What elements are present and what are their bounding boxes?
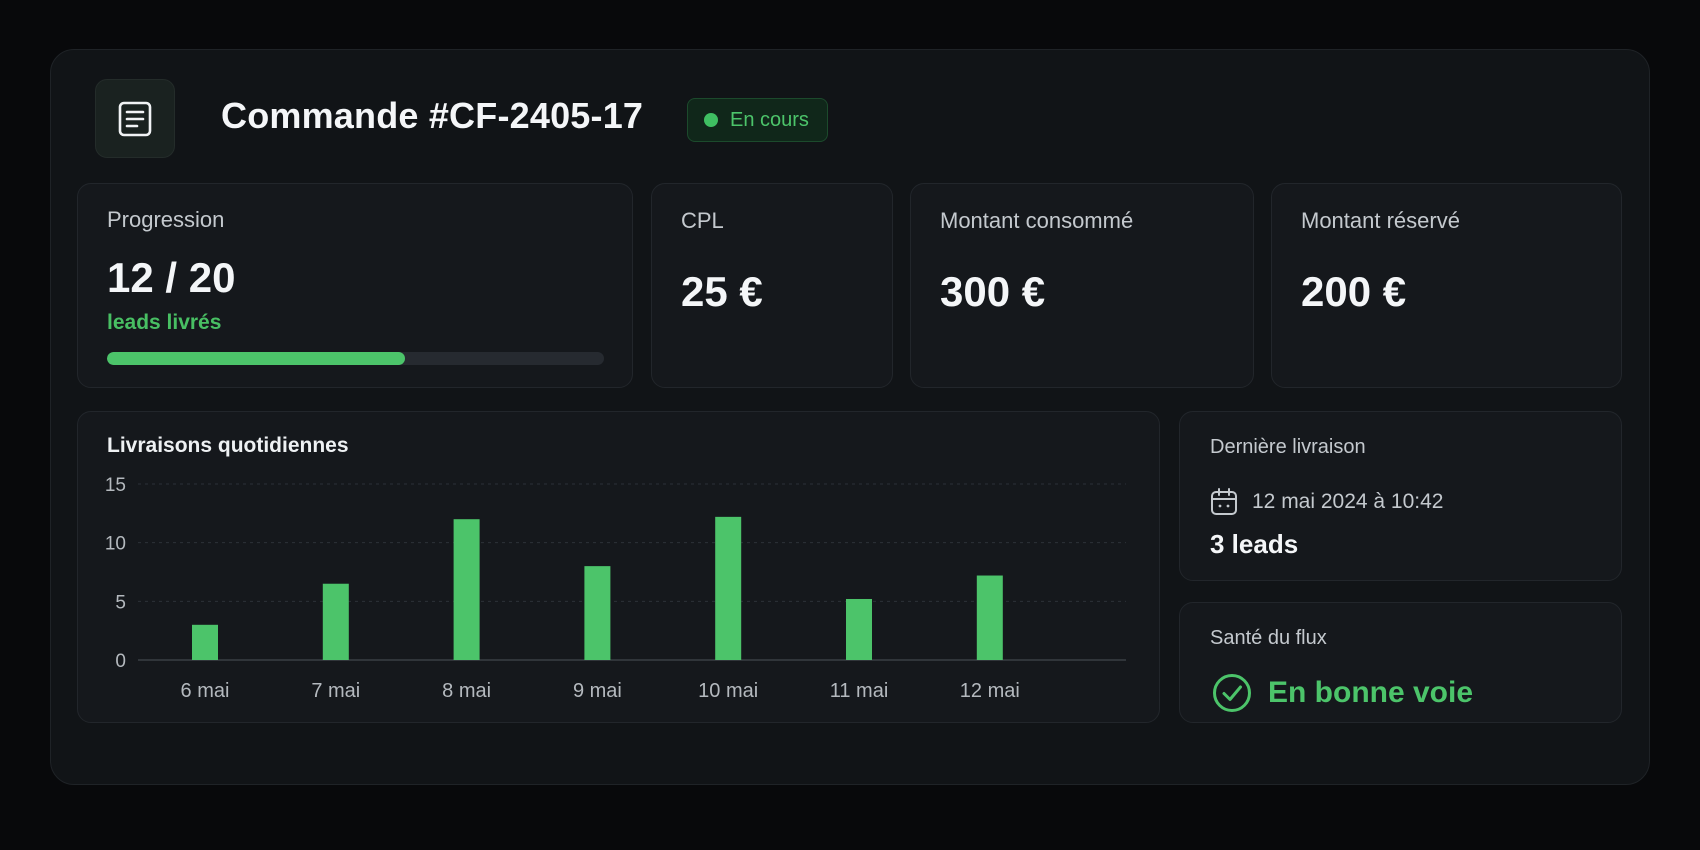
bar <box>322 583 349 660</box>
x-tick-label: 10 mai <box>698 680 758 702</box>
page-title: Commande #CF-2405-17 <box>221 95 644 136</box>
status-badge-label: En cours <box>730 108 809 131</box>
cpl-label: CPL <box>681 208 724 233</box>
x-tick-label: 9 mai <box>573 680 622 702</box>
x-tick-label: 8 mai <box>442 680 491 702</box>
x-tick-label: 7 mai <box>311 680 360 702</box>
consumed-amount-card: Montant consommé 300 € <box>910 183 1254 388</box>
status-badge: En cours <box>687 98 828 142</box>
bar <box>453 519 480 660</box>
consumed-amount-value: 300 € <box>940 268 1046 315</box>
y-tick-label: 15 <box>105 475 126 496</box>
bar <box>584 566 611 660</box>
bar <box>976 575 1003 660</box>
bar <box>192 624 218 660</box>
bar <box>715 516 742 660</box>
calendar-icon <box>1211 488 1237 515</box>
flow-health-status: En bonne voie <box>1268 676 1474 709</box>
y-tick-label: 0 <box>115 651 126 672</box>
progress-bar-fill <box>107 352 406 365</box>
bar <box>846 598 872 660</box>
progression-label: Progression <box>107 207 225 232</box>
document-list-icon <box>95 79 175 158</box>
order-panel: Commande #CF-2405-17 En cours Progressio… <box>50 49 1650 785</box>
x-tick-label: 11 mai <box>830 680 889 702</box>
progression-card: Progression 12 / 20 leads livrés <box>77 183 633 388</box>
last-delivery-label: Dernière livraison <box>1210 436 1366 458</box>
status-dot-icon <box>704 113 718 127</box>
progress-bar <box>107 352 604 365</box>
last-delivery-card: Dernière livraison 12 mai 2024 à 10:42 3… <box>1179 411 1622 581</box>
last-delivery-leads: 3 leads <box>1210 529 1299 559</box>
cpl-card: CPL 25 € <box>651 183 893 388</box>
y-tick-label: 5 <box>115 592 126 613</box>
reserved-amount-value: 200 € <box>1301 268 1407 315</box>
chart-title: Livraisons quotidiennes <box>107 434 349 457</box>
check-circle-icon <box>1213 674 1251 712</box>
bar-chart: 0 5 10 15 6 mai 7 mai 8 mai 9 mai 10 mai 11 mai 12… <box>105 475 1126 702</box>
progression-sub: leads livrés <box>107 311 222 334</box>
daily-deliveries-chart: Livraisons quotidiennes 0 5 10 15 6 mai 7 mai… <box>77 411 1160 723</box>
flow-health-card: Santé du flux En bonne voie <box>1179 602 1622 723</box>
reserved-amount-card: Montant réservé 200 € <box>1271 183 1622 388</box>
last-delivery-datetime: 12 mai 2024 à 10:42 <box>1252 490 1444 513</box>
reserved-amount-label: Montant réservé <box>1301 208 1460 233</box>
cpl-value: 25 € <box>681 268 763 315</box>
x-tick-label: 6 mai <box>181 680 230 702</box>
flow-health-label: Santé du flux <box>1210 627 1327 649</box>
progression-value: 12 / 20 <box>107 254 236 301</box>
y-tick-label: 10 <box>105 534 126 555</box>
x-tick-label: 12 mai <box>960 680 1020 702</box>
consumed-amount-label: Montant consommé <box>940 208 1134 233</box>
